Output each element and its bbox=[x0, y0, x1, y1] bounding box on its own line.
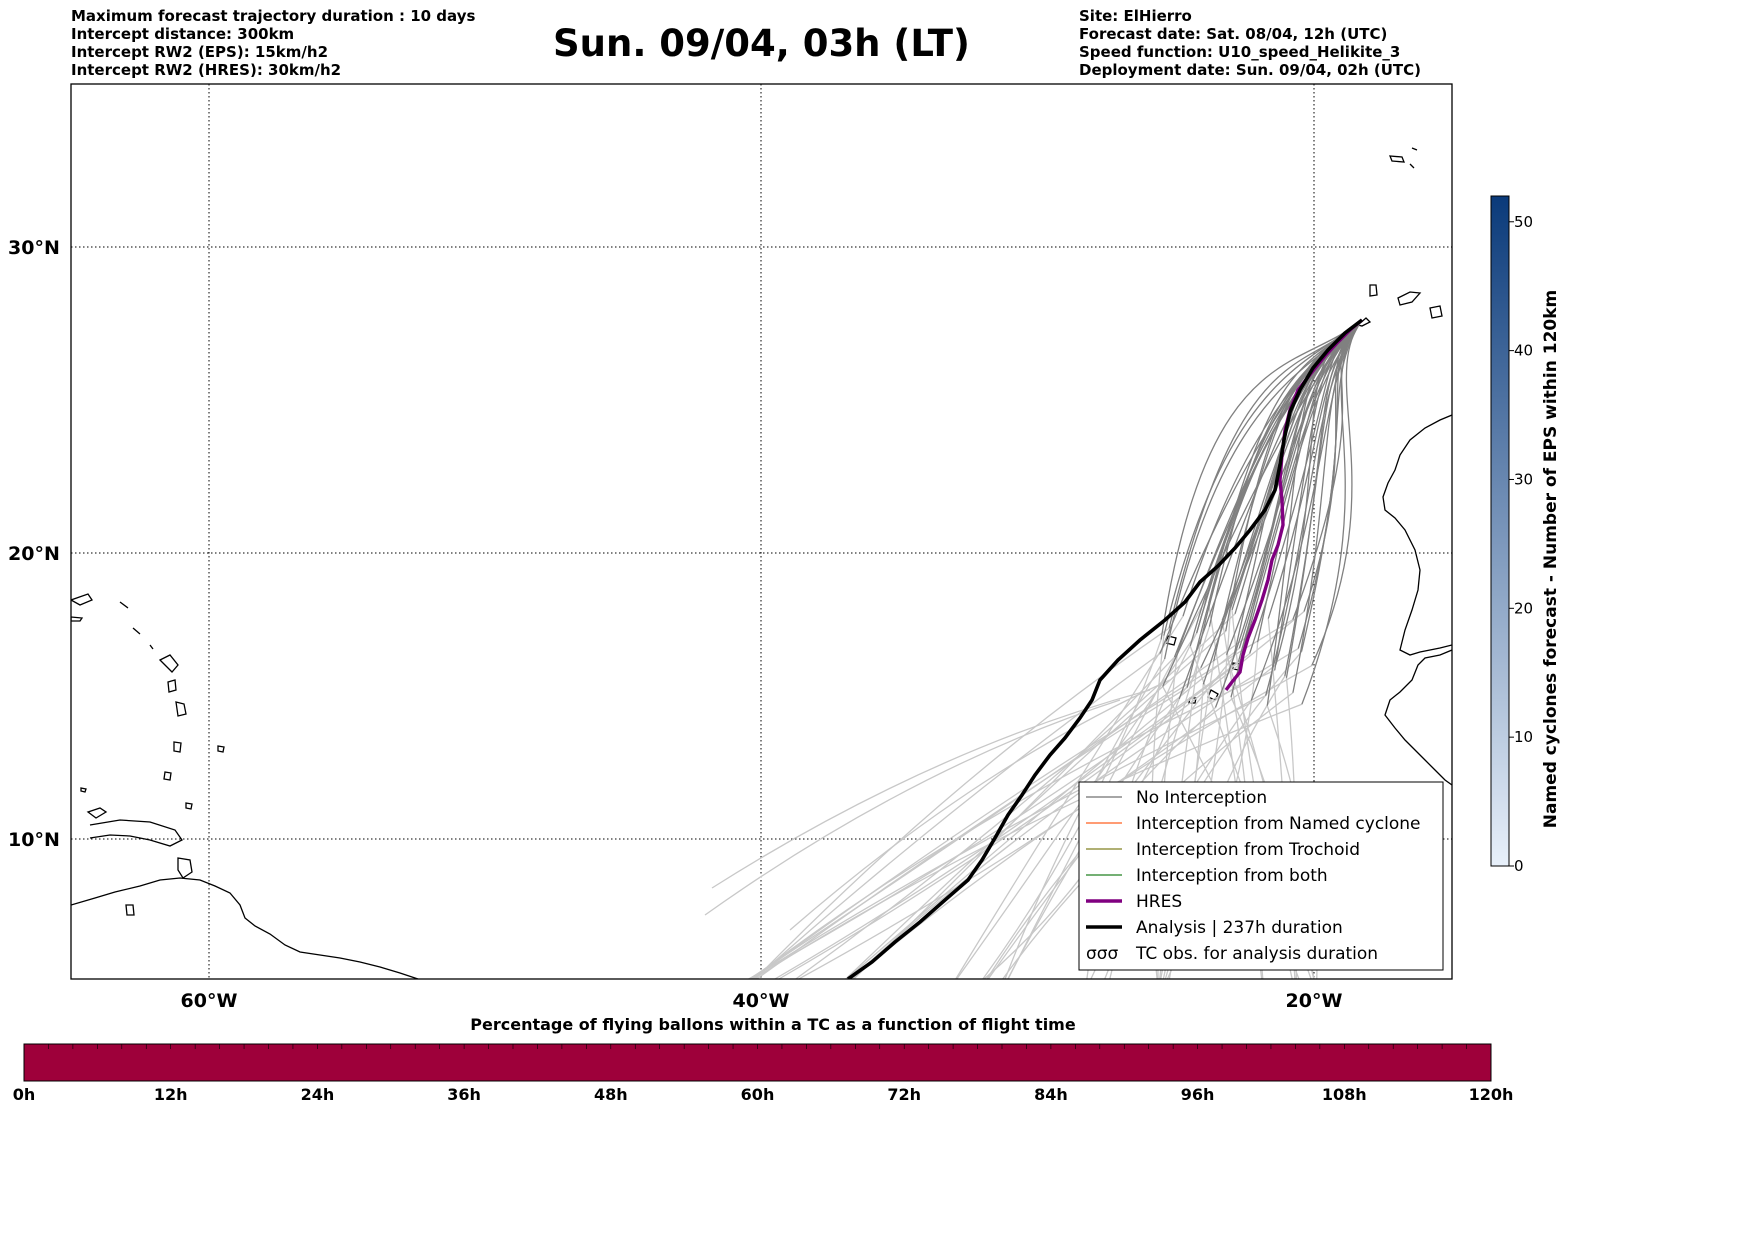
colorbar-tick-label: 30 bbox=[1514, 470, 1533, 488]
legend-label: Analysis | 237h duration bbox=[1136, 918, 1343, 938]
ensemble-track-late bbox=[753, 703, 1303, 979]
ensemble-track-late bbox=[756, 687, 1188, 979]
trinidad-coast bbox=[177, 857, 193, 879]
ensemble-track-late bbox=[752, 619, 1294, 979]
ensemble-track-late bbox=[754, 653, 1161, 979]
ensemble-track-early bbox=[1292, 319, 1363, 620]
cape-verde-islands bbox=[1165, 635, 1241, 704]
ensemble-track-late bbox=[850, 647, 1299, 979]
longitude-labels: 60°W 40°W 20°W bbox=[181, 990, 1343, 1012]
lat-label-10n: 10°N bbox=[8, 829, 60, 851]
info-line: Maximum forecast trajectory duration : 1… bbox=[71, 7, 476, 25]
info-line: Site: ElHierro bbox=[1079, 7, 1192, 25]
ensemble-track-late bbox=[778, 611, 1305, 979]
info-line: Intercept distance: 300km bbox=[71, 25, 295, 43]
legend-item: No Interception bbox=[1086, 788, 1267, 808]
ensemble-track-late bbox=[711, 689, 1151, 889]
analysis-trajectory bbox=[846, 318, 1364, 979]
venezuela-coast bbox=[89, 819, 183, 847]
map-frame bbox=[70, 83, 1453, 980]
ensemble-track-late bbox=[774, 653, 1251, 979]
africa-coast bbox=[1382, 414, 1452, 786]
forecast-settings-info: Maximum forecast trajectory duration : 1… bbox=[71, 7, 475, 79]
legend-label: Interception from Named cyclone bbox=[1136, 814, 1421, 834]
south-america-coast bbox=[71, 877, 419, 979]
lat-label-30n: 30°N bbox=[8, 237, 60, 259]
bottom-tick-label: 84h bbox=[1034, 1085, 1068, 1104]
ensemble-track-early bbox=[1250, 319, 1363, 701]
ensemble-track-early bbox=[1297, 319, 1363, 649]
ensemble-track-early bbox=[1275, 319, 1363, 665]
legend-label: TC obs. for analysis duration bbox=[1135, 944, 1378, 964]
ensemble-track-early bbox=[1160, 319, 1363, 640]
ensemble-track-late bbox=[1004, 658, 1166, 979]
latitude-labels: 30°N 20°N 10°N bbox=[8, 237, 60, 851]
bottom-colorbar-title: Percentage of flying ballons within a TC… bbox=[470, 1015, 1076, 1034]
info-line: Intercept RW2 (HRES): 30km/h2 bbox=[71, 61, 342, 79]
ensemble-track-late bbox=[955, 615, 1184, 979]
colorbar-tick-label: 20 bbox=[1514, 599, 1533, 617]
bottom-tick-label: 120h bbox=[1469, 1085, 1514, 1104]
site-info: Site: ElHierro Forecast date: Sat. 08/04… bbox=[1079, 7, 1421, 79]
info-line: Intercept RW2 (EPS): 15km/h2 bbox=[71, 43, 328, 61]
bottom-tick-label: 60h bbox=[741, 1085, 775, 1104]
bottom-tick-label: 36h bbox=[447, 1085, 481, 1104]
legend-item: Interception from Trochoid bbox=[1086, 840, 1360, 860]
bottom-tick-label: 72h bbox=[887, 1085, 921, 1104]
gridlines bbox=[71, 84, 1452, 979]
colorbar-title: Named cyclones forecast - Number of EPS … bbox=[1541, 290, 1561, 829]
legend-label: No Interception bbox=[1136, 788, 1267, 808]
map-title: Sun. 09/04, 03h (LT) bbox=[553, 22, 970, 65]
legend-item: Interception from both bbox=[1086, 866, 1328, 886]
legend-box bbox=[1078, 781, 1444, 971]
madeira bbox=[1389, 147, 1418, 169]
bottom-tick-label: 108h bbox=[1322, 1085, 1367, 1104]
bottom-tick-label: 96h bbox=[1181, 1085, 1215, 1104]
tc-obs-symbol-icon: σσσ bbox=[1086, 944, 1119, 964]
lon-label-40w: 40°W bbox=[733, 990, 790, 1012]
bottom-colorbar-fill bbox=[23, 1043, 1492, 1082]
ensemble-track-late bbox=[750, 669, 1275, 979]
legend-item: σσσ TC obs. for analysis duration bbox=[1086, 944, 1378, 964]
trajectory-map: 30°N 20°N 10°N 60°W 40°W 20°W No Interce… bbox=[8, 83, 1561, 1104]
lat-label-20n: 20°N bbox=[8, 543, 60, 565]
colorbar-tick-label: 0 bbox=[1514, 857, 1524, 875]
info-line: Speed function: U10_speed_Helikite_3 bbox=[1079, 43, 1401, 61]
bottom-tick-label: 0h bbox=[13, 1085, 36, 1104]
bottom-tick-label: 48h bbox=[594, 1085, 628, 1104]
colorbar-tick-label: 10 bbox=[1514, 728, 1533, 746]
bottom-tick-label: 24h bbox=[301, 1085, 335, 1104]
lon-label-60w: 60°W bbox=[181, 990, 238, 1012]
map-legend: No Interception Interception from Named c… bbox=[1078, 781, 1444, 971]
info-line: Forecast date: Sat. 08/04, 12h (UTC) bbox=[1079, 25, 1388, 43]
legend-item: Interception from Named cyclone bbox=[1086, 814, 1421, 834]
legend-item: Analysis | 237h duration bbox=[1086, 918, 1343, 938]
bottom-tick-label: 12h bbox=[154, 1085, 188, 1104]
colorbar-tick-label: 40 bbox=[1514, 342, 1533, 360]
colorbar-gradient bbox=[1490, 195, 1510, 867]
legend-label: Interception from both bbox=[1136, 866, 1328, 886]
info-line: Deployment date: Sun. 09/04, 02h (UTC) bbox=[1079, 61, 1422, 79]
ensemble-track-late bbox=[750, 695, 1266, 979]
ensemble-track-late bbox=[795, 613, 1236, 979]
ensemble-track-early bbox=[1195, 319, 1363, 634]
ensemble-track-late bbox=[704, 699, 1121, 916]
canary-islands bbox=[1356, 284, 1443, 327]
colorbar-tick-label: 50 bbox=[1514, 213, 1533, 231]
lesser-antilles bbox=[80, 654, 225, 810]
ensemble-track-late bbox=[853, 656, 1175, 979]
ensemble-track-early bbox=[1311, 319, 1363, 666]
flight-time-colorbar: Percentage of flying ballons within a TC… bbox=[13, 1015, 1514, 1104]
ensemble-track-early bbox=[1285, 319, 1363, 678]
ensemble-track-late bbox=[789, 679, 1171, 931]
lon-label-20w: 20°W bbox=[1286, 990, 1343, 1012]
legend-item: HRES bbox=[1086, 892, 1182, 912]
caribbean-islands bbox=[71, 593, 154, 916]
coastlines bbox=[71, 147, 1452, 979]
legend-label: Interception from Trochoid bbox=[1136, 840, 1360, 860]
ensemble-track-early bbox=[1284, 319, 1363, 677]
cyclone-colorbar: 0 10 20 30 40 50 Named cyclones forecast - Nu… bbox=[1490, 195, 1561, 875]
legend-label: HRES bbox=[1136, 892, 1182, 912]
ensemble-track-early bbox=[1162, 319, 1363, 687]
